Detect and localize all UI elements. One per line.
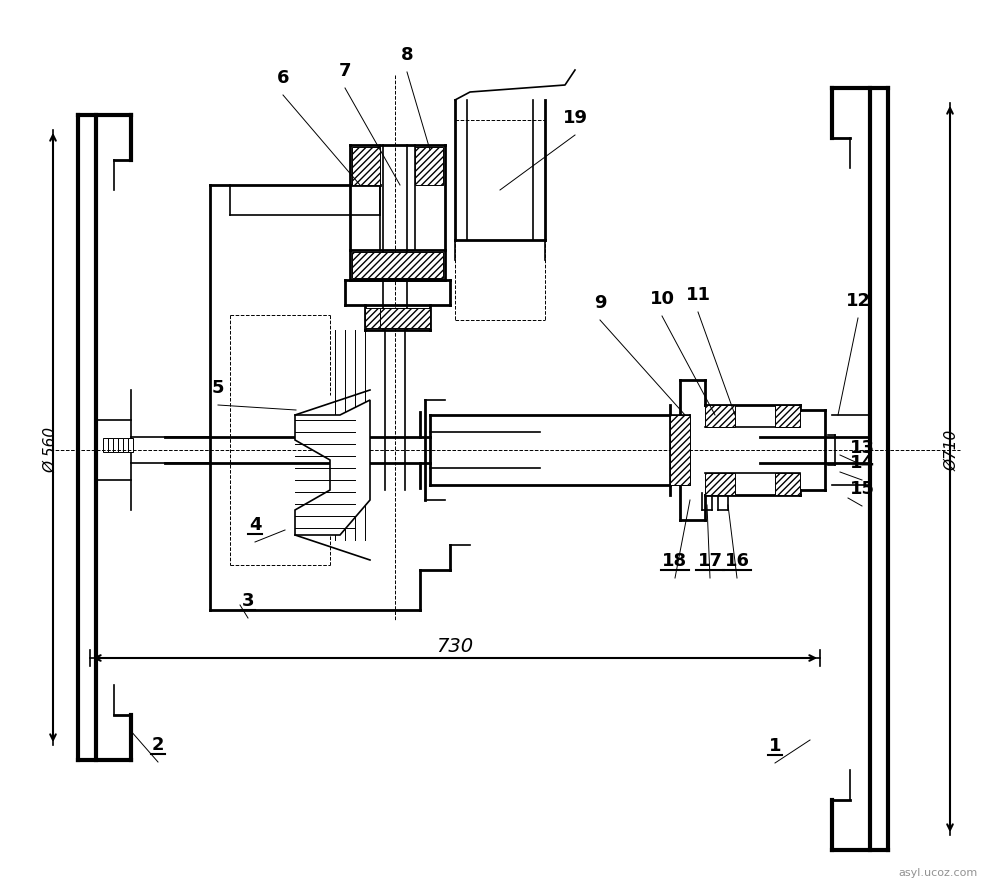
Text: 9: 9 xyxy=(593,294,606,312)
Bar xyxy=(352,252,443,278)
Text: Ø 560: Ø 560 xyxy=(44,426,59,473)
Text: 730: 730 xyxy=(437,636,474,656)
Text: 5: 5 xyxy=(212,379,224,397)
Bar xyxy=(352,147,380,185)
Text: 7: 7 xyxy=(339,62,352,80)
Bar xyxy=(113,438,118,452)
Bar xyxy=(128,438,133,452)
Text: 4: 4 xyxy=(249,516,262,534)
Bar xyxy=(380,308,430,328)
Text: 6: 6 xyxy=(277,69,290,87)
Text: 18: 18 xyxy=(662,552,687,570)
Bar xyxy=(118,438,123,452)
Bar xyxy=(415,147,443,185)
Text: Ø710: Ø710 xyxy=(944,429,959,470)
Text: 8: 8 xyxy=(401,46,414,64)
Bar xyxy=(775,473,800,495)
Text: 10: 10 xyxy=(649,290,674,308)
Bar xyxy=(365,308,415,328)
Bar xyxy=(705,405,735,427)
Text: 3: 3 xyxy=(242,592,255,610)
Text: asyl.ucoz.com: asyl.ucoz.com xyxy=(899,868,978,878)
Bar xyxy=(775,405,800,427)
Text: 14: 14 xyxy=(849,454,874,472)
Bar xyxy=(108,438,113,452)
Bar xyxy=(103,438,108,452)
Polygon shape xyxy=(295,400,370,535)
Text: 1: 1 xyxy=(769,737,781,755)
Bar xyxy=(123,438,128,452)
Text: 12: 12 xyxy=(845,292,870,310)
Text: 19: 19 xyxy=(562,109,587,127)
Text: 15: 15 xyxy=(849,480,874,498)
Text: 16: 16 xyxy=(724,552,749,570)
Text: 13: 13 xyxy=(849,439,874,457)
Text: 2: 2 xyxy=(152,736,164,754)
Text: 11: 11 xyxy=(685,286,710,304)
Bar xyxy=(670,415,690,485)
Bar xyxy=(705,473,735,495)
Text: 17: 17 xyxy=(697,552,722,570)
